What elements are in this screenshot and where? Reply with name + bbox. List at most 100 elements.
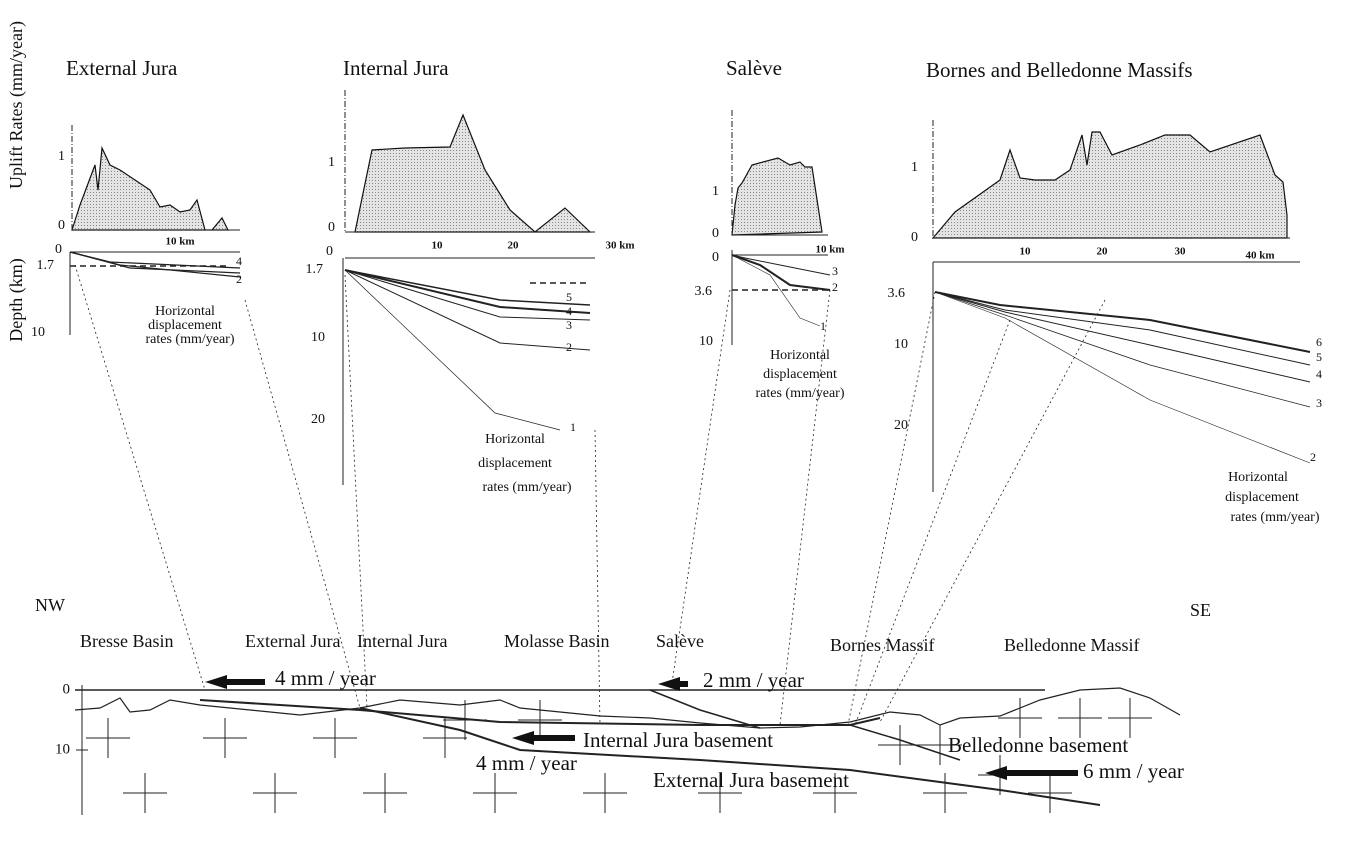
curve-label: 5 (1316, 350, 1322, 364)
caption: displacement (763, 367, 837, 382)
uplift-profile (931, 131, 1288, 239)
tick-label: 1 (911, 160, 918, 175)
panel-title: Internal Jura (343, 56, 449, 80)
depth-curve (69, 251, 241, 274)
motion-arrow (658, 677, 688, 691)
tick-label: 30 km (605, 240, 634, 252)
curve-label: 1 (570, 420, 576, 434)
thrust (649, 689, 761, 729)
tick-label: 10 (55, 741, 70, 757)
curve-label: 5 (566, 290, 572, 304)
motion-arrow (512, 731, 575, 745)
rate-label: 4 mm / year (476, 751, 577, 775)
depth-curve (731, 254, 821, 327)
direction-label: NW (35, 595, 65, 615)
caption: rates (mm/year) (755, 386, 844, 401)
thrust (849, 724, 961, 761)
connector (854, 319, 1011, 726)
region-label: Belledonne Massif (1004, 635, 1139, 655)
region-label: External Jura (245, 631, 340, 651)
depth-curve (731, 254, 831, 276)
connector (344, 274, 368, 709)
rate-label: 6 mm / year (1083, 759, 1184, 783)
tick-label: 40 km (1245, 250, 1274, 262)
tick-label: 30 (1175, 246, 1187, 258)
panel-title: External Jura (66, 56, 178, 80)
direction-label: SE (1190, 600, 1211, 620)
tick-label: 0 (712, 226, 719, 241)
caption: Horizontal (1228, 470, 1288, 485)
region-label: Salève (656, 631, 704, 651)
unit-label: Belledonne basement (948, 733, 1128, 757)
axis-title: Depth (km) (6, 258, 27, 341)
curve-label: 3 (566, 318, 572, 332)
motion-arrow (985, 766, 1078, 780)
depth-curve (934, 291, 1311, 408)
tick-label: 1 (712, 184, 719, 199)
caption: Horizontal (485, 432, 545, 447)
curve-label: 2 (566, 340, 572, 354)
depth-curve (344, 269, 591, 351)
caption: displacement (478, 456, 552, 471)
tick-label: 10 (699, 334, 713, 349)
tick-label: 20 (311, 412, 325, 427)
tick-label: 1.7 (306, 262, 324, 277)
curve-label: 3 (832, 264, 838, 278)
caption: displacement (1225, 490, 1299, 505)
connector (847, 291, 936, 726)
curve-label: 4 (236, 254, 242, 268)
rate-label: 2 mm / year (703, 668, 804, 692)
tick-label: 0 (911, 230, 918, 245)
tick-label: 0 (63, 681, 71, 697)
depth-curve (934, 291, 1311, 366)
caption: Horizontal (770, 348, 830, 363)
depth-curve (344, 269, 591, 306)
depth-curve (934, 291, 1311, 383)
tick-label: 10 (311, 330, 325, 345)
curve-label: 2 (1310, 450, 1316, 464)
depth-curve (934, 291, 1311, 353)
connector (671, 289, 731, 684)
curve-label: 6 (1316, 335, 1322, 349)
region-label: Internal Jura (357, 631, 447, 651)
section-profile (74, 687, 1181, 729)
tick-label: 0 (328, 220, 335, 235)
axis-title: Uplift Rates (mm/year) (6, 21, 27, 189)
connector (879, 299, 1106, 723)
motion-arrow (205, 675, 265, 689)
curve-label: 2 (832, 280, 838, 294)
uplift-profile (731, 157, 823, 236)
curve-label: 4 (1316, 367, 1322, 381)
unit-label: External Jura basement (653, 768, 849, 792)
thrust (199, 699, 881, 726)
caption: rates (mm/year) (145, 332, 234, 347)
tick-label: 3.6 (888, 286, 906, 301)
tick-label: 20 (894, 418, 908, 433)
curve-label: 3 (1316, 396, 1322, 410)
uplift-profile (354, 113, 592, 233)
tick-label: 20 (508, 240, 520, 252)
tick-label: 10 km (815, 244, 844, 256)
curve-label: 4 (566, 304, 572, 318)
depth-curve (731, 254, 831, 291)
connector (244, 299, 361, 709)
caption: displacement (148, 318, 222, 333)
tick-label: 10 (31, 325, 45, 340)
connector (74, 264, 206, 691)
tick-label: 10 (894, 337, 908, 352)
depth-curve (344, 269, 591, 314)
region-label: Molasse Basin (504, 631, 610, 651)
panel-title: Bornes and Belledonne Massifs (926, 58, 1193, 82)
panel-title: Salève (726, 56, 782, 80)
tick-label: 0 (712, 250, 719, 265)
tick-label: 10 (432, 240, 444, 252)
unit-label: Internal Jura basement (583, 728, 773, 752)
tick-label: 1.7 (37, 258, 55, 273)
uplift-profile (71, 145, 229, 231)
tick-label: 20 (1097, 246, 1109, 258)
tick-label: 0 (55, 242, 62, 257)
tick-label: 0 (58, 218, 65, 233)
region-label: Bornes Massif (830, 635, 935, 655)
